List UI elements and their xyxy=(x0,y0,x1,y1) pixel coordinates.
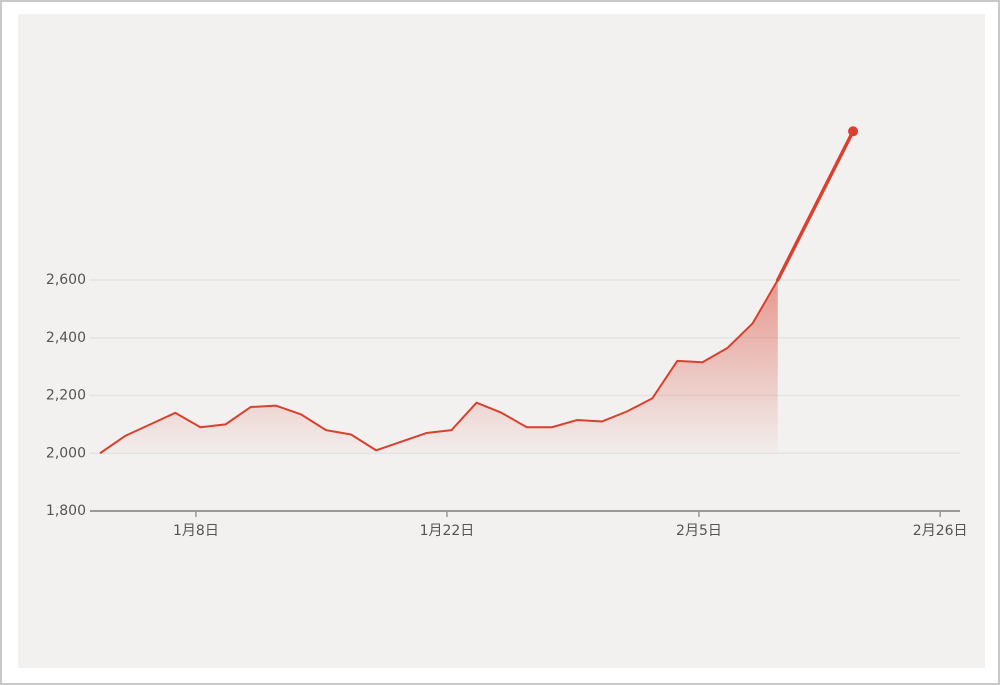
projection-segment xyxy=(776,129,855,282)
y-tick-label: 2,000 xyxy=(46,445,86,461)
x-tick-label: 1月8日 xyxy=(173,523,219,539)
line xyxy=(99,130,854,455)
panel xyxy=(18,14,985,668)
y-tick-label: 1,800 xyxy=(46,503,86,519)
y-tick-label: 2,400 xyxy=(46,330,86,346)
y-tick-label: 2,200 xyxy=(46,388,86,404)
area xyxy=(100,280,778,454)
x-tick-label: 2月5日 xyxy=(676,523,722,539)
end-point xyxy=(848,126,859,137)
x-tick-label: 1月22日 xyxy=(420,523,475,539)
x-tick-label: 2月26日 xyxy=(913,523,968,539)
y-tick-label: 2,600 xyxy=(46,272,86,288)
